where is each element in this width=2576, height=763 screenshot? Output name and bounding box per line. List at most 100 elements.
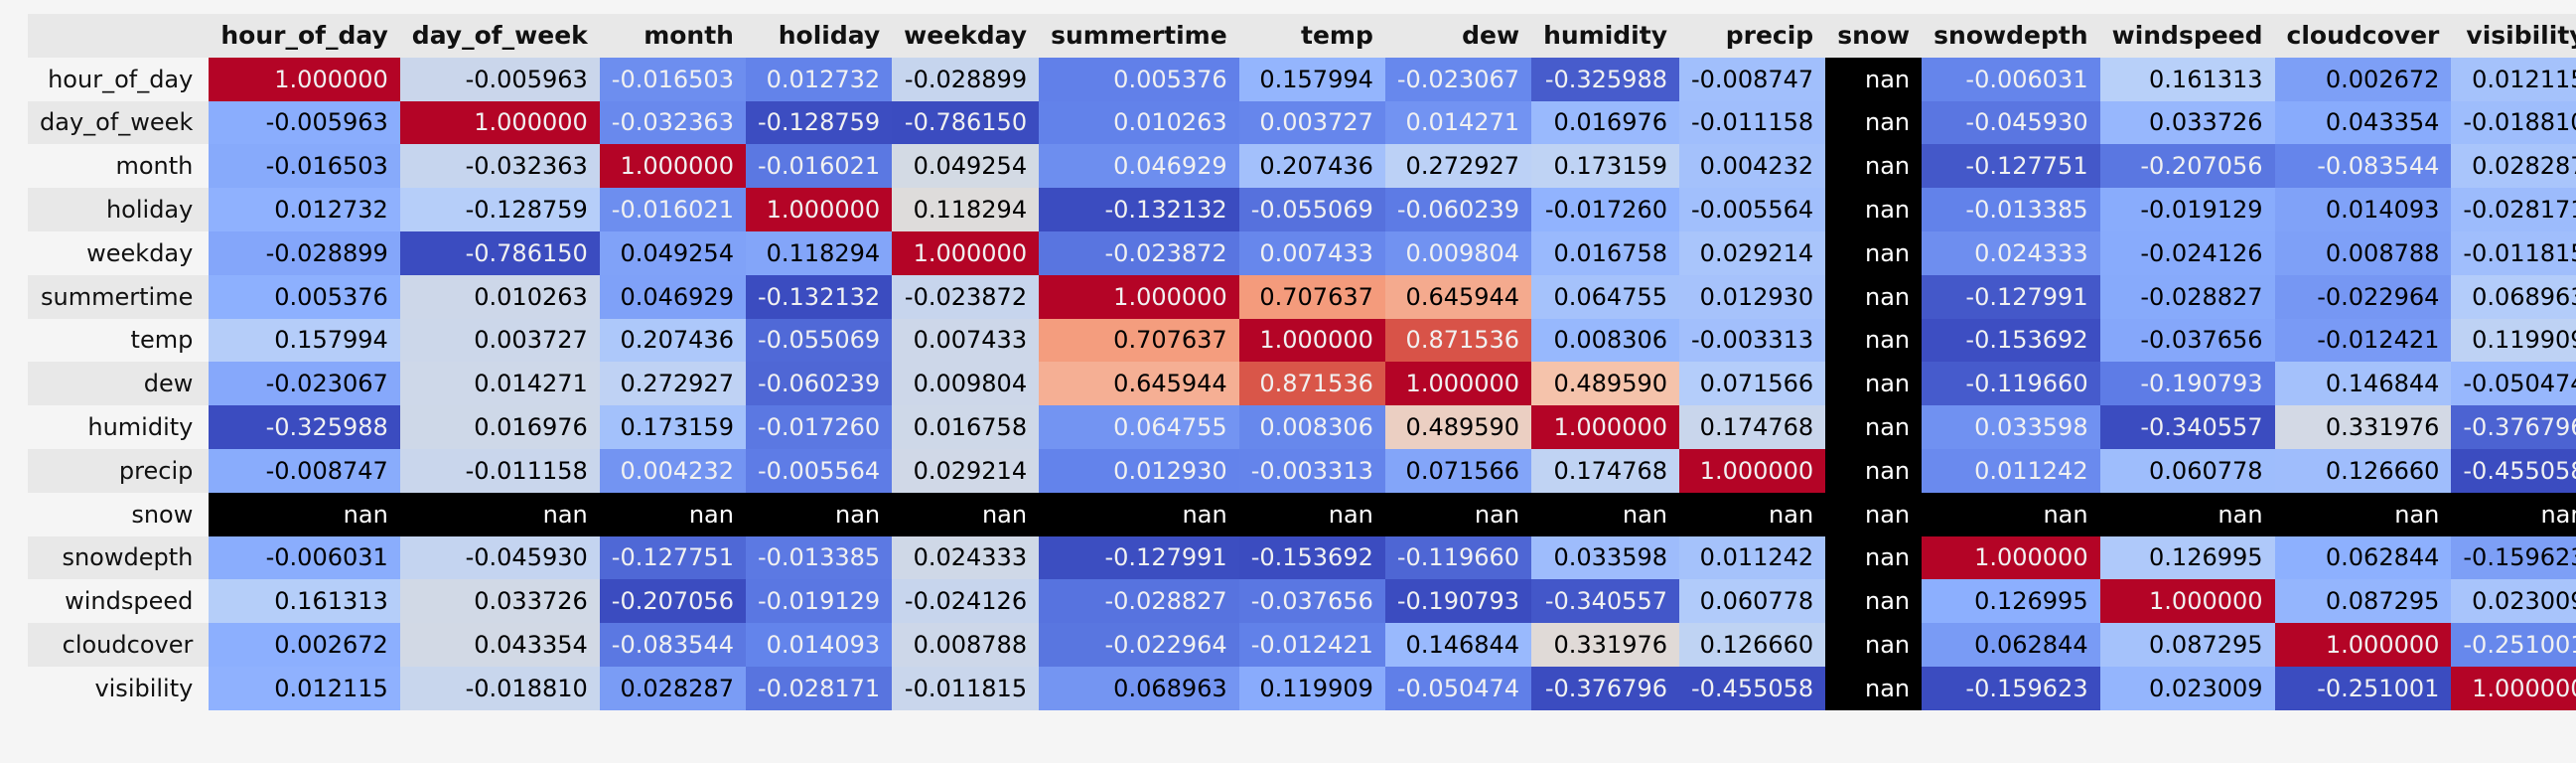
table-row-snowdepth: snowdepth -0.006031 -0.045930 -0.127751 -0.0… xyxy=(28,535,2576,580)
correlation-cell: 0.119909 xyxy=(2451,318,2576,363)
correlation-cell: 0.157994 xyxy=(1238,57,1385,101)
correlation-cell: -0.128759 xyxy=(399,188,600,231)
column-header-visibility: visibility xyxy=(2451,14,2576,58)
correlation-cell: -0.006031 xyxy=(209,535,400,580)
correlation-cell: 0.707637 xyxy=(1039,318,1239,363)
correlation-cell: 0.012115 xyxy=(2451,57,2576,101)
correlation-cell: nan xyxy=(892,492,1040,536)
correlation-cell: -0.011158 xyxy=(1679,100,1826,145)
table-row-hour-of-day: hour_of_day 1.000000 -0.005963 -0.016503 0.0… xyxy=(28,57,2576,101)
corner-cell xyxy=(28,14,210,58)
correlation-cell: -0.340557 xyxy=(1531,579,1679,624)
correlation-cell: -0.006031 xyxy=(1922,57,2100,101)
correlation-cell: -0.019129 xyxy=(2099,188,2275,231)
correlation-cell: 0.173159 xyxy=(599,405,746,449)
correlation-cell: 0.489590 xyxy=(1384,405,1532,449)
correlation-cell: 0.087295 xyxy=(2274,579,2452,624)
correlation-cell: -0.008747 xyxy=(209,448,400,493)
correlation-cell: 0.118294 xyxy=(745,230,893,275)
correlation-cell: 0.009804 xyxy=(1384,230,1532,275)
correlation-cell: 0.008306 xyxy=(1238,405,1385,449)
correlation-cell: -0.153692 xyxy=(1922,318,2100,363)
row-label: visibility xyxy=(28,666,210,710)
correlation-cell: -0.024126 xyxy=(892,579,1040,624)
correlation-cell: -0.119660 xyxy=(1384,535,1532,580)
correlation-cell: 0.064755 xyxy=(1531,274,1679,319)
correlation-cell: 0.046929 xyxy=(1039,144,1239,189)
correlation-cell: -0.023872 xyxy=(1039,230,1239,275)
correlation-cell: -0.016021 xyxy=(599,188,746,231)
correlation-cell: 0.014271 xyxy=(1384,100,1532,145)
correlation-cell: -0.011815 xyxy=(2451,230,2576,275)
correlation-cell: -0.032363 xyxy=(399,144,600,189)
correlation-cell: 0.014271 xyxy=(399,362,600,406)
correlation-cell: 0.126995 xyxy=(2099,535,2275,580)
correlation-cell: 0.871536 xyxy=(1384,318,1532,363)
correlation-cell: -0.003313 xyxy=(1238,448,1385,493)
correlation-cell: 0.060778 xyxy=(2099,448,2275,493)
table-row-weekday: weekday -0.028899 -0.786150 0.049254 0.11829… xyxy=(28,230,2576,275)
correlation-cell: 0.008788 xyxy=(2274,230,2452,275)
correlation-cell: 0.062844 xyxy=(1922,623,2100,667)
correlation-cell: 0.174768 xyxy=(1679,405,1826,449)
correlation-cell: 0.023009 xyxy=(2099,666,2275,710)
correlation-cell: -0.159623 xyxy=(2451,535,2576,580)
correlation-cell: 0.062844 xyxy=(2274,535,2452,580)
correlation-cell: -0.012421 xyxy=(1238,623,1385,667)
correlation-cell: -0.207056 xyxy=(2099,144,2275,189)
correlation-cell: 0.049254 xyxy=(599,230,746,275)
correlation-cell: -0.011158 xyxy=(399,448,600,493)
column-header-month: month xyxy=(599,14,746,58)
correlation-cell: nan xyxy=(1825,666,1923,710)
correlation-cell: -0.018810 xyxy=(2451,100,2576,145)
correlation-cell: -0.376796 xyxy=(2451,405,2576,449)
row-label: precip xyxy=(28,448,210,493)
row-label: windspeed xyxy=(28,579,210,624)
correlation-cell: 1.000000 xyxy=(1531,405,1679,449)
correlation-cell: 1.000000 xyxy=(1384,362,1532,406)
correlation-table-container: hour_of_day day_of_week month holiday weekda… xyxy=(28,14,2576,710)
correlation-cell: 1.000000 xyxy=(599,144,746,189)
correlation-cell: -0.012421 xyxy=(2274,318,2452,363)
correlation-cell: 0.146844 xyxy=(2274,362,2452,406)
correlation-cell: -0.045930 xyxy=(399,535,600,580)
correlation-cell: -0.251001 xyxy=(2274,666,2452,710)
correlation-cell: 0.331976 xyxy=(2274,405,2452,449)
correlation-cell: -0.325988 xyxy=(209,405,400,449)
correlation-cell: -0.207056 xyxy=(599,579,746,624)
correlation-cell: nan xyxy=(1825,362,1923,406)
correlation-cell: -0.005963 xyxy=(209,100,400,145)
correlation-cell: 1.000000 xyxy=(399,100,600,145)
table-row-precip: precip -0.008747 -0.011158 0.004232 -0.00556… xyxy=(28,448,2576,493)
table-row-holiday: holiday 0.012732 -0.128759 -0.016021 1.00000… xyxy=(28,188,2576,231)
correlation-cell: 0.029214 xyxy=(1679,230,1826,275)
column-header-temp: temp xyxy=(1238,14,1385,58)
correlation-cell: 0.024333 xyxy=(892,535,1040,580)
correlation-cell: -0.045930 xyxy=(1922,100,2100,145)
correlation-cell: 1.000000 xyxy=(2099,579,2275,624)
correlation-cell: 0.012732 xyxy=(209,188,400,231)
correlation-cell: -0.013385 xyxy=(745,535,893,580)
correlation-table: hour_of_day day_of_week month holiday weekda… xyxy=(28,14,2576,710)
correlation-cell: -0.083544 xyxy=(2274,144,2452,189)
correlation-cell: nan xyxy=(1238,492,1385,536)
correlation-cell: nan xyxy=(2451,492,2576,536)
correlation-cell: nan xyxy=(1384,492,1532,536)
correlation-cell: -0.190793 xyxy=(1384,579,1532,624)
correlation-cell: 0.003727 xyxy=(1238,100,1385,145)
row-label: weekday xyxy=(28,230,210,275)
correlation-cell: -0.050474 xyxy=(1384,666,1532,710)
correlation-cell: nan xyxy=(209,492,400,536)
correlation-cell: nan xyxy=(1825,274,1923,319)
correlation-cell: 0.118294 xyxy=(892,188,1040,231)
correlation-cell: 0.012930 xyxy=(1039,448,1239,493)
correlation-cell: 0.004232 xyxy=(1679,144,1826,189)
correlation-cell: 0.007433 xyxy=(1238,230,1385,275)
correlation-cell: nan xyxy=(1825,188,1923,231)
table-row-cloudcover: cloudcover 0.002672 0.043354 -0.083544 0.014… xyxy=(28,623,2576,667)
correlation-cell: 0.011242 xyxy=(1679,535,1826,580)
correlation-cell: 0.033598 xyxy=(1922,405,2100,449)
column-header-weekday: weekday xyxy=(892,14,1040,58)
correlation-cell: 0.645944 xyxy=(1039,362,1239,406)
correlation-cell: 1.000000 xyxy=(892,230,1040,275)
